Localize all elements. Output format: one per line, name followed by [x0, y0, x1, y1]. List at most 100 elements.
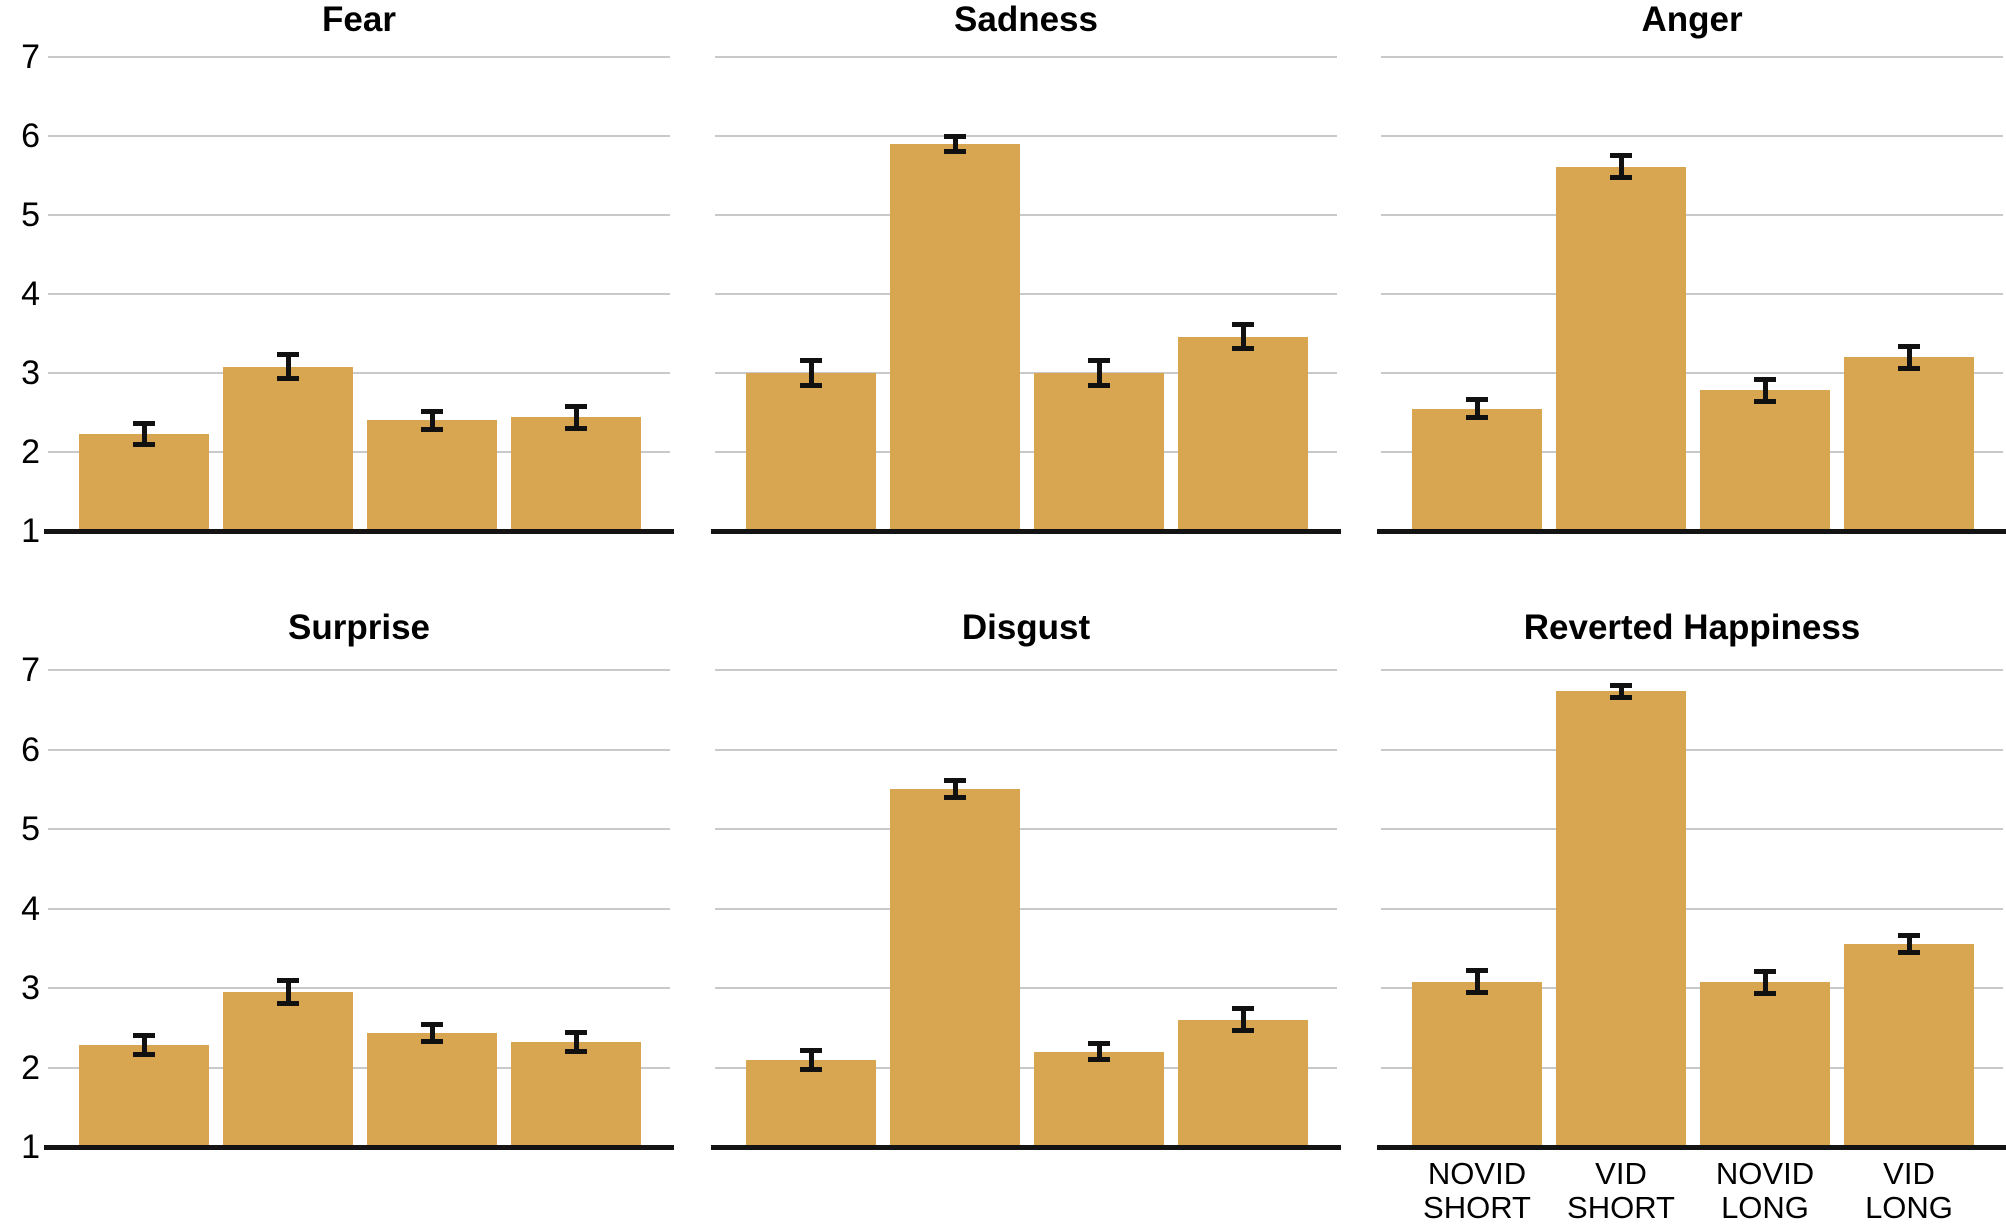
gridline-y3	[48, 987, 670, 989]
error-bar-cap-top	[800, 357, 822, 363]
error-bar-cap-bottom	[421, 1039, 443, 1045]
gridline-y7	[48, 56, 670, 58]
y-tick-label: 4	[21, 889, 40, 928]
x-axis-line	[1377, 529, 2006, 534]
error-bar	[1762, 380, 1768, 400]
chart-title: Disgust	[961, 608, 1091, 647]
x-axis-line	[44, 529, 674, 534]
gridline-y3	[48, 372, 670, 374]
error-bar-cap-bottom	[1088, 1056, 1110, 1062]
gridline-y5	[1381, 828, 2003, 830]
bar-vid-short	[1556, 166, 1686, 531]
error-bar	[952, 782, 958, 797]
error-bar-cap-top	[1754, 376, 1776, 382]
gridline-y4	[1381, 907, 2003, 910]
error-bar-cap-top	[1088, 357, 1110, 363]
error-bar-cap-bottom	[1466, 990, 1488, 996]
bar-vid-short	[890, 143, 1020, 531]
x-category-label-line2: LONG	[1721, 1190, 1809, 1225]
gridline-y5	[48, 828, 670, 830]
y-tick-label: 6	[21, 117, 40, 155]
x-category-label-line2: LONG	[1865, 1190, 1953, 1225]
bar-novid-long	[367, 1033, 497, 1147]
gridline-y4	[1381, 293, 2003, 295]
error-bar	[1096, 361, 1102, 385]
error-bar	[285, 981, 291, 1003]
error-bar-cap-bottom	[1232, 345, 1254, 351]
gridline-y7	[715, 669, 1337, 671]
y-tick-label: 3	[21, 969, 40, 1007]
y-tick-label: 2	[21, 1048, 40, 1087]
error-bar-cap-top	[1610, 153, 1632, 159]
chart-title: Surprise	[288, 608, 430, 647]
error-bar-cap-top	[1754, 968, 1776, 974]
error-bar	[808, 361, 814, 385]
gridline-y7	[1381, 669, 2003, 671]
gridline-y7	[1381, 56, 2003, 58]
error-bar	[141, 1037, 147, 1054]
gridline-y7	[48, 669, 670, 671]
error-bar-cap-bottom	[133, 1052, 155, 1058]
error-bar-cap-bottom	[133, 441, 155, 447]
y-tick-label: 2	[21, 433, 40, 471]
y-tick-label: 7	[21, 651, 40, 689]
gridline-y5	[48, 214, 670, 216]
gridline-y4	[48, 293, 670, 295]
error-bar	[1096, 1045, 1102, 1058]
gridline-y2	[48, 1066, 670, 1069]
error-bar-cap-top	[1232, 1006, 1254, 1012]
x-category-label-line2: SHORT	[1423, 1190, 1531, 1225]
y-tick-label: 1	[21, 512, 40, 550]
gridline-y6	[1381, 748, 2003, 751]
bar-vid-long	[511, 1042, 641, 1147]
error-bar-cap-top	[1898, 343, 1920, 349]
chart-sadness: Sadness	[711, 0, 1341, 1228]
error-bar-cap-top	[1466, 397, 1488, 403]
chart-title: Sadness	[954, 0, 1098, 39]
error-bar-cap-top	[1088, 1041, 1110, 1047]
error-bar	[1762, 972, 1768, 992]
gridline-y2	[715, 451, 1337, 453]
chart-disgust: Disgust	[711, 0, 1341, 1228]
y-tick-label: 5	[21, 810, 40, 848]
error-bar	[1240, 1010, 1246, 1030]
error-bar-cap-bottom	[1610, 175, 1632, 181]
bar-vid-short	[890, 789, 1020, 1147]
gridline-y6	[715, 135, 1337, 137]
x-axis-line	[1377, 1145, 2006, 1150]
error-bar	[573, 1034, 579, 1050]
bar-vid-short	[223, 366, 353, 531]
error-bar-cap-bottom	[1232, 1028, 1254, 1034]
bar-novid-long	[1034, 373, 1164, 531]
bar-vid-short	[223, 991, 353, 1147]
error-bar-cap-bottom	[944, 149, 966, 155]
gridline-y3	[715, 987, 1337, 989]
y-tick-label: 6	[21, 730, 40, 769]
gridline-y4	[715, 907, 1337, 910]
error-bar	[429, 1026, 435, 1041]
bar-novid-short	[79, 433, 209, 531]
error-bar-cap-bottom	[1898, 365, 1920, 371]
gridline-y2	[715, 1066, 1337, 1069]
gridline-y3	[715, 372, 1337, 374]
gridline-y6	[48, 135, 670, 137]
y-tick-label: 1	[21, 1128, 40, 1166]
error-bar-cap-top	[565, 1030, 587, 1036]
error-bar	[429, 412, 435, 429]
bar-novid-long	[367, 420, 497, 531]
error-bar-cap-top	[133, 1033, 155, 1039]
y-tick-label: 7	[21, 38, 40, 76]
error-bar-cap-top	[421, 408, 443, 414]
bar-vid-long	[1844, 357, 1974, 531]
chart-title: Reverted Happiness	[1523, 608, 1861, 647]
x-axis-line	[44, 1145, 674, 1150]
error-bar-cap-top	[277, 352, 299, 358]
error-bar-cap-bottom	[1610, 695, 1632, 701]
gridline-y4	[715, 293, 1337, 295]
error-bar	[1474, 401, 1480, 416]
gridline-y3	[1381, 987, 2003, 989]
gridline-y6	[715, 748, 1337, 751]
error-bar	[1474, 972, 1480, 992]
bar-novid-short	[1412, 981, 1542, 1147]
